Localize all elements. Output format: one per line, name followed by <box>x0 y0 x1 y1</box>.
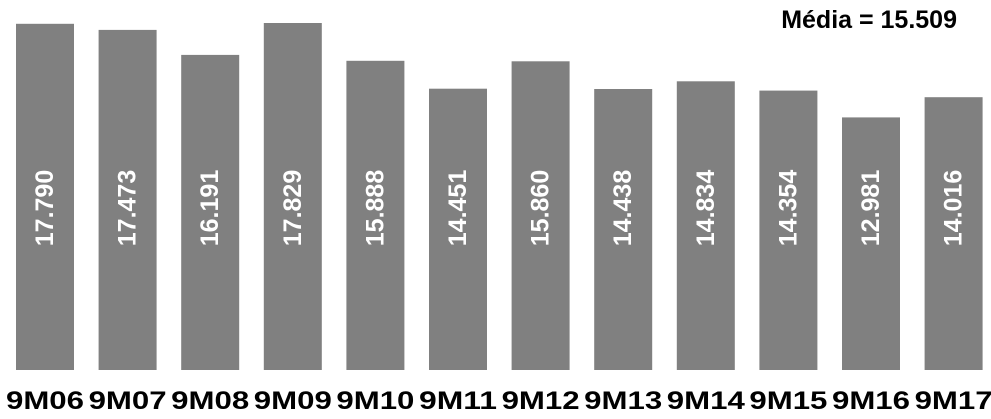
category-label-9M11: 9M11 <box>419 387 497 415</box>
category-label-9M13: 9M13 <box>584 387 662 415</box>
value-label-9M14: 14.834 <box>692 170 720 247</box>
value-label-9M12: 15.860 <box>527 170 555 246</box>
category-label-9M17: 9M17 <box>915 387 991 415</box>
value-label-9M16: 12.981 <box>857 170 885 247</box>
category-label-9M09: 9M09 <box>254 387 332 415</box>
bar-9M15 <box>759 90 818 370</box>
average-annotation: Média = 15.509 <box>781 6 957 34</box>
bar-9M11 <box>429 88 487 370</box>
value-label-9M17: 14.016 <box>940 170 968 246</box>
bar-9M14 <box>676 81 735 371</box>
value-label-9M06: 17.790 <box>31 170 59 246</box>
bar-9M09 <box>263 23 322 370</box>
category-label-9M06: 9M06 <box>6 387 84 415</box>
value-label-9M11: 14.451 <box>444 170 472 247</box>
category-label-9M07: 9M07 <box>89 387 167 415</box>
category-label-9M12: 9M12 <box>502 387 580 415</box>
value-label-9M10: 15.888 <box>361 170 389 247</box>
bar-9M10 <box>346 60 405 371</box>
bar-9M07 <box>98 29 157 371</box>
value-label-9M08: 16.191 <box>196 170 224 247</box>
value-label-9M09: 17.829 <box>279 170 307 246</box>
value-label-9M07: 17.473 <box>114 170 142 246</box>
bar-9M06 <box>16 23 74 371</box>
value-label-9M15: 14.354 <box>774 170 802 247</box>
bar-9M12 <box>511 61 570 371</box>
category-label-9M10: 9M10 <box>336 387 414 415</box>
bar-9M08 <box>181 54 240 371</box>
bar-9M17 <box>924 97 983 370</box>
category-label-9M16: 9M16 <box>832 387 910 415</box>
category-label-9M08: 9M08 <box>171 387 249 415</box>
category-label-9M14: 9M14 <box>667 387 745 415</box>
value-label-9M13: 14.438 <box>609 170 637 247</box>
category-label-9M15: 9M15 <box>749 387 827 415</box>
bar-9M13 <box>594 89 653 370</box>
bar-9M16 <box>842 117 900 371</box>
